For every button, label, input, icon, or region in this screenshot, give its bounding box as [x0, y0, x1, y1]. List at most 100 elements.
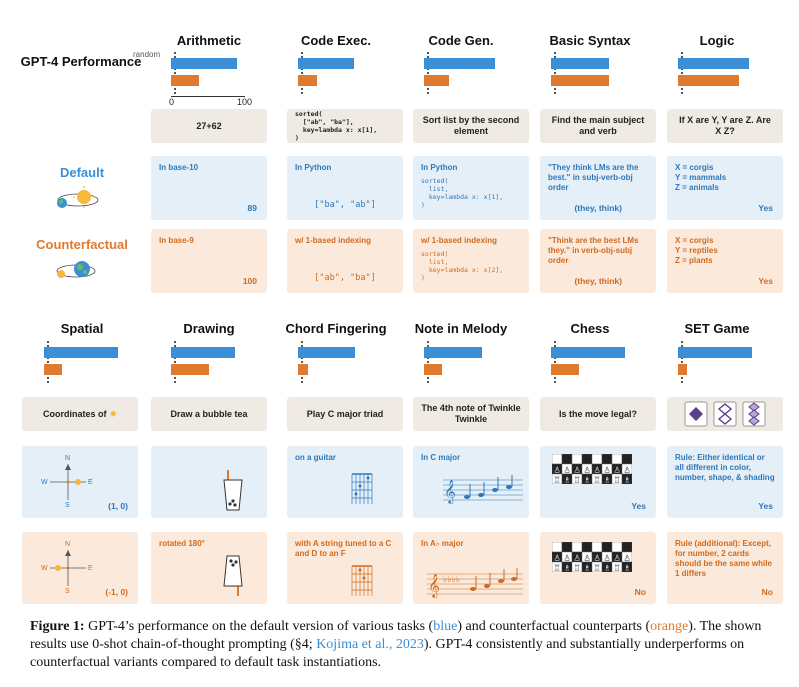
svg-text:♙: ♙	[614, 466, 621, 475]
music-staff-icon: 𝄞	[443, 475, 523, 504]
bar-counterfactual	[298, 75, 318, 86]
svg-text:♙: ♙	[554, 466, 561, 475]
col-title-drawing: Drawing	[183, 321, 235, 336]
chart-chord-fingering	[298, 341, 402, 391]
svg-text:♖: ♖	[574, 476, 581, 485]
random-baseline	[554, 52, 556, 94]
row-label-default: Default	[59, 165, 105, 180]
compass-rotated-icon	[50, 550, 86, 586]
bar-counterfactual	[551, 364, 580, 375]
bar-default	[678, 58, 750, 69]
compass-e: E	[88, 565, 93, 572]
svg-text:♖: ♖	[574, 564, 581, 573]
prompt-chess: Is the move legal?	[540, 397, 656, 431]
card-default-basic-syntax: "They think LMs are the best." in subj-v…	[540, 156, 656, 220]
bar-counterfactual	[551, 75, 609, 86]
random-baseline	[554, 341, 556, 383]
axis-min-label: 0	[169, 97, 175, 107]
random-baseline	[301, 341, 303, 383]
svg-text:♙: ♙	[614, 554, 621, 563]
compass-e: E	[88, 479, 93, 486]
svg-text:𝄞: 𝄞	[428, 573, 440, 598]
random-baseline	[174, 341, 176, 383]
answer: ["ba", "ab"]	[314, 200, 376, 210]
chart-code-exec	[298, 52, 402, 102]
card-default-chess: ♙ ♙ ♙ ♙ ♙ ♙ ♙ ♙ ♖ ♗ ♖ ♗ ♖ ♗ ♖ ♗ Yes	[540, 446, 656, 518]
card-default-code-gen: In Python sorted( list, key=lambda x: x[…	[413, 156, 529, 220]
figure-label: Figure 1:	[30, 619, 85, 634]
card-cf-set: Rule (additional): Except, for number, 2…	[667, 532, 783, 604]
svg-text:♗: ♗	[604, 476, 611, 485]
svg-text:♗: ♗	[564, 564, 571, 573]
prompt-drawing: Draw a bubble tea	[151, 397, 267, 431]
bar-default	[551, 58, 609, 69]
bar-default	[298, 58, 354, 69]
svg-text:♗: ♗	[564, 476, 571, 485]
svg-text:♭♭♭♭: ♭♭♭♭	[443, 574, 460, 584]
card-cf-logic: X = corgis Y = reptiles Z = plants Yes	[667, 229, 783, 293]
col-title-note-in-melody: Note in Melody	[414, 321, 508, 336]
col-title-set-game: SET Game	[684, 321, 750, 336]
svg-text:♙: ♙	[564, 554, 571, 563]
card-default-set: Rule: Either identical or all different …	[667, 446, 783, 518]
card-cf-chess: ♙ ♙ ♙ ♙ ♙ ♙ ♙ ♙ ♖ ♗ ♖ ♗ ♖ ♗ ♖ ♗ No	[540, 532, 656, 604]
prompt-melody: The 4th note of Twinkle Twinkle	[413, 397, 529, 431]
svg-text:𝄞: 𝄞	[444, 479, 456, 504]
col-title-chord-fingering: Chord Fingering	[285, 321, 387, 336]
svg-text:♖: ♖	[614, 476, 621, 485]
col-title-logic: Logic	[699, 33, 735, 48]
bubble-tea-icon	[223, 470, 243, 511]
bar-counterfactual	[44, 364, 62, 375]
answer: (-1, 0)	[105, 587, 128, 597]
col-title-basic-syntax: Basic Syntax	[549, 33, 631, 48]
bar-default	[551, 347, 625, 358]
svg-text:♙: ♙	[574, 466, 581, 475]
prompt-spatial: Coordinates of ✹	[22, 397, 138, 431]
svg-text:♖: ♖	[594, 476, 601, 485]
svg-text:♙: ♙	[624, 466, 631, 475]
chart-drawing	[171, 341, 275, 391]
card-default-melody: In C major 𝄞	[413, 446, 529, 518]
svg-text:♖: ♖	[594, 564, 601, 573]
card-cf-spatial: N S W E (-1, 0)	[22, 532, 138, 604]
chart-set-game	[678, 341, 782, 391]
col-title-code-gen: Code Gen.	[428, 33, 494, 48]
svg-text:♙: ♙	[594, 466, 601, 475]
prompt-basic-syntax: Find the main subject and verb	[540, 109, 656, 143]
random-label: random	[133, 50, 161, 59]
col-title-arithmetic: Arithmetic	[176, 33, 242, 48]
svg-text:♗: ♗	[584, 564, 591, 573]
prompt-chord: Play C major triad	[287, 397, 403, 431]
svg-text:♙: ♙	[604, 466, 611, 475]
col-title-chess: Chess	[570, 321, 610, 336]
gpt4-performance-label: GPT-4 Performance	[20, 54, 142, 69]
chart-basic-syntax	[551, 52, 655, 102]
bar-default	[171, 58, 237, 69]
chart-logic	[678, 52, 782, 102]
card-cf-drawing: rotated 180°	[151, 532, 267, 604]
svg-text:♙: ♙	[594, 554, 601, 563]
answer: 100	[242, 276, 257, 286]
row-label-counterfactual: Counterfactual	[36, 237, 128, 252]
card-cf-basic-syntax: "Think are the best LMs they." in verb-o…	[540, 229, 656, 293]
chess-board-grid: ♙ ♙ ♙ ♙ ♙ ♙ ♙ ♙♖ ♗ ♖ ♗ ♖ ♗ ♖ ♗	[551, 453, 633, 485]
chart-note-in-melody	[424, 341, 528, 391]
music-staff-flat-icon: 𝄞 ♭♭♭♭	[427, 568, 523, 598]
chart-spatial	[44, 341, 148, 391]
svg-text:♖: ♖	[614, 564, 621, 573]
svg-text:♗: ♗	[624, 476, 631, 485]
answer: Yes	[758, 203, 773, 213]
prompt-code-exec: sorted( ["ab", "ba"], key=lambda x: x[1]…	[287, 109, 403, 143]
svg-text:♗: ♗	[604, 564, 611, 573]
chart-arithmetic	[171, 52, 275, 102]
random-baseline	[427, 52, 429, 94]
bar-counterfactual	[171, 75, 200, 86]
random-baseline	[681, 52, 683, 94]
answer: 89	[247, 203, 257, 213]
answer: Yes	[758, 501, 773, 511]
bubble-tea-rotated-icon	[223, 555, 243, 596]
bar-default	[678, 347, 752, 358]
card-default-code-exec: In Python ["ba", "ab"]	[287, 156, 403, 220]
citation-link[interactable]: Kojima et al., 2023	[316, 637, 424, 652]
answer: (1, 0)	[108, 501, 128, 511]
